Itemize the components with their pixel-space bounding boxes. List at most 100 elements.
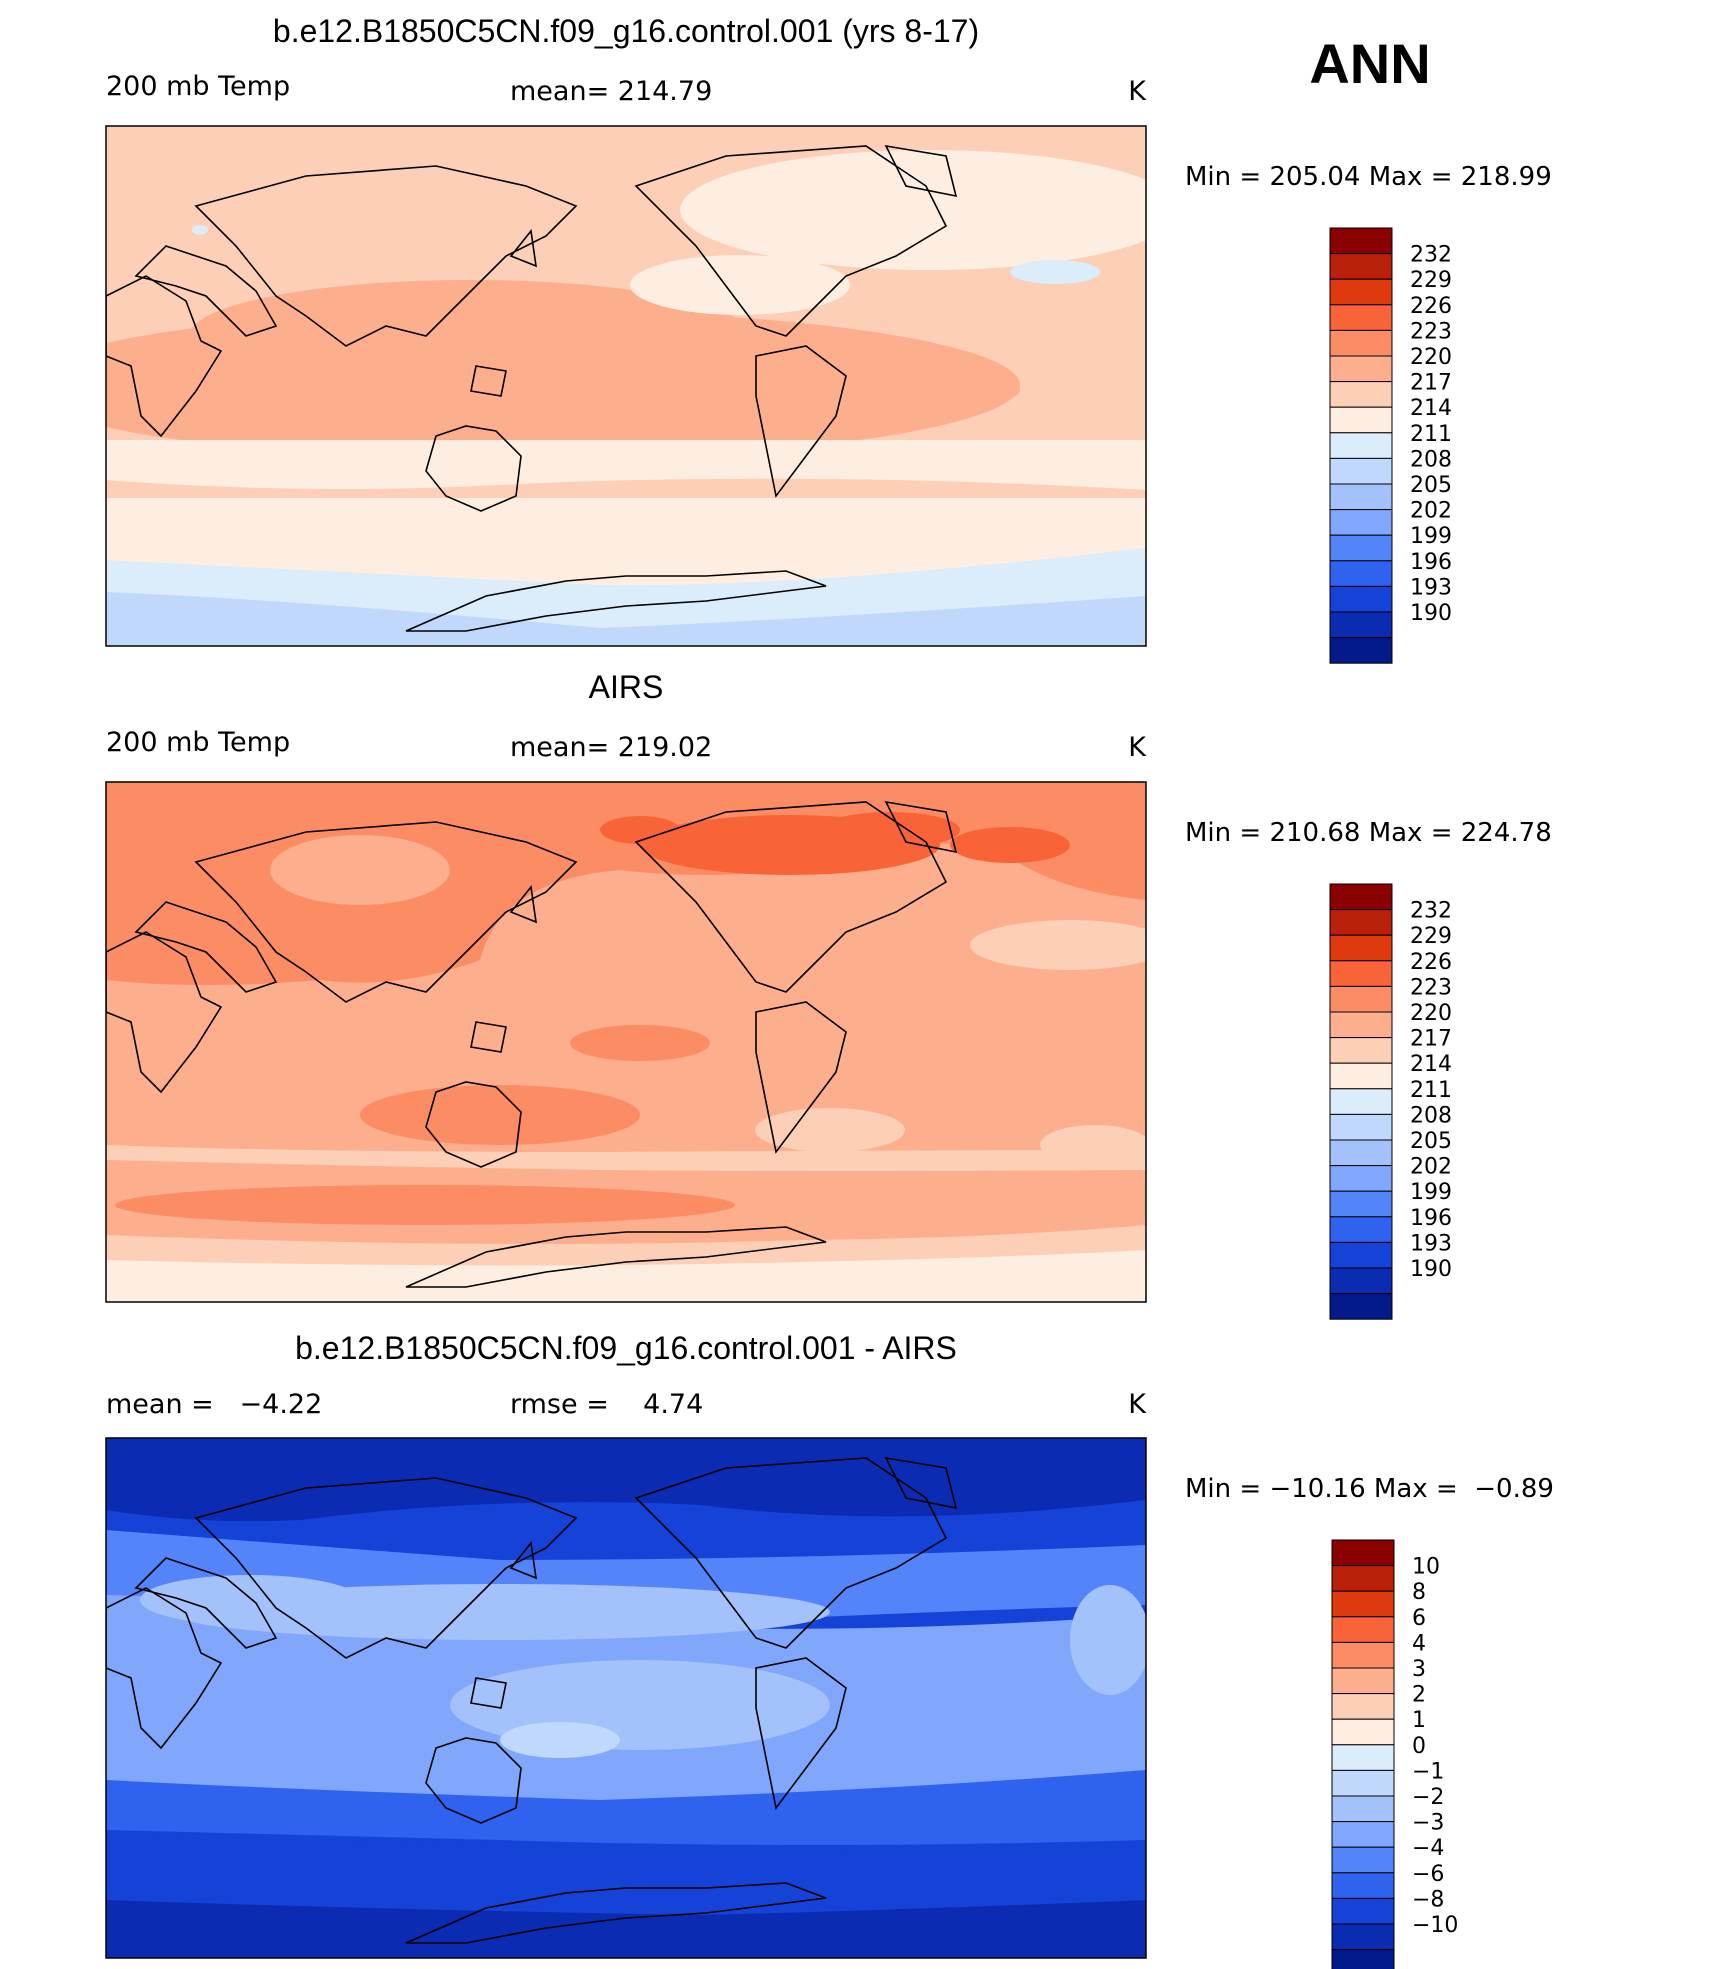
unit-label: K [1128, 76, 1147, 107]
coastline [634, 801, 948, 993]
coastline [884, 144, 958, 198]
coastline [194, 821, 578, 1003]
colorbar-tick-label: 190 [1410, 601, 1452, 626]
coastline [194, 1477, 578, 1659]
colorbar-swatch [1329, 227, 1393, 255]
colorbar-swatch [1329, 637, 1393, 664]
coastline [106, 1587, 223, 1750]
colorbar-tick-label: 226 [1410, 950, 1452, 975]
colorbar-tick-label: 0 [1412, 1734, 1426, 1759]
panel-title: b.e12.B1850C5CN.f09_g16.control.001 (yrs… [273, 13, 979, 49]
colorbar-swatch [1329, 1113, 1393, 1141]
coastline [755, 1657, 847, 1810]
colorbar-swatch [1331, 1795, 1395, 1823]
coastline [755, 1001, 847, 1154]
colorbar-swatch [1329, 909, 1393, 936]
colorbar-tick-label: 199 [1410, 1180, 1452, 1205]
colorbar-swatch [1329, 611, 1393, 639]
colorbar-swatch [1331, 1846, 1395, 1874]
colorbar-swatch [1329, 304, 1393, 331]
colorbar-swatch [1331, 1821, 1395, 1848]
colorbar-swatch [1331, 1923, 1395, 1951]
colorbar-tick-label: 199 [1410, 524, 1452, 549]
colorbar-swatch [1331, 1693, 1395, 1720]
colorbar-tick-label: 229 [1410, 924, 1452, 949]
colorbar-tick-label: −3 [1412, 1811, 1444, 1836]
colorbar-tick-label: 205 [1410, 1129, 1452, 1154]
colorbar-tick-label: −4 [1412, 1836, 1444, 1861]
colorbar-swatch [1331, 1641, 1395, 1669]
colorbar-swatch [1329, 1190, 1393, 1218]
colorbar-tick-label: 202 [1410, 1155, 1452, 1180]
colorbar-tick-label: −10 [1412, 1913, 1458, 1938]
colorbar-tick-label: 226 [1410, 294, 1452, 319]
coastline-overlay [106, 144, 958, 632]
colorbar-swatch [1331, 1949, 1395, 1969]
colorbar-swatch [1331, 1744, 1395, 1771]
coastline [425, 1737, 522, 1824]
mean-label: mean = −4.22 [106, 1389, 322, 1420]
colorbar-tick-label: 10 [1412, 1555, 1440, 1580]
colorbar-swatch [1329, 1241, 1393, 1269]
panel-title: b.e12.B1850C5CN.f09_g16.control.001 - AI… [295, 1330, 957, 1366]
colorbar-tick-label: 202 [1410, 499, 1452, 524]
coastline [755, 345, 847, 498]
map-frame [105, 1437, 1147, 1959]
coastline [884, 800, 958, 854]
unit-label: K [1128, 732, 1147, 763]
colorbar-tick-label: 205 [1410, 473, 1452, 498]
panel-obs: AIRS 200 mb Temp mean= 219.02 K Min = 21… [105, 669, 1552, 1320]
colorbar-swatch [1329, 1267, 1393, 1295]
rmse-label: rmse = 4.74 [510, 1389, 703, 1420]
colorbar-tick-label: 2 [1412, 1683, 1426, 1708]
colorbar-swatch [1331, 1667, 1395, 1695]
coastline-overlay [106, 800, 958, 1288]
colorbar-swatch [1329, 483, 1393, 511]
colorbar-tick-label: 211 [1410, 422, 1452, 447]
variable-label: 200 mb Temp [106, 727, 290, 758]
mean-label: mean= 214.79 [510, 76, 712, 107]
map-frame [105, 125, 1147, 647]
colorbar-swatch [1329, 432, 1393, 459]
unit-label: K [1128, 1389, 1147, 1420]
colorbar-swatch [1329, 1216, 1393, 1243]
colorbar-tick-label: 220 [1410, 1001, 1452, 1026]
colorbar-tick-label: −8 [1412, 1887, 1444, 1912]
colorbar-tick-label: 214 [1410, 1052, 1452, 1077]
colorbar-swatch [1329, 585, 1393, 613]
colorbar-swatch [1329, 457, 1393, 485]
colorbar-tick-label: 211 [1410, 1078, 1452, 1103]
coastline [405, 570, 827, 632]
colorbar-tick-label: 190 [1410, 1257, 1452, 1282]
colorbar-tick-label: 208 [1410, 447, 1452, 472]
colorbar-tick-label: 223 [1410, 319, 1452, 344]
map-frame [105, 781, 1147, 1303]
colorbar-swatch [1329, 534, 1393, 562]
panel-title: AIRS [589, 669, 664, 705]
coastline [634, 1457, 948, 1649]
colorbar-tick-label: 220 [1410, 345, 1452, 370]
colorbar-tick-label: 223 [1410, 975, 1452, 1000]
colorbar-swatch [1331, 1565, 1395, 1592]
colorbar-swatch [1329, 406, 1393, 434]
colorbar-swatch [1329, 253, 1393, 280]
colorbar: 2322292262232202172142112082052021991961… [1329, 883, 1452, 1320]
coastline [194, 165, 578, 347]
coastlines [106, 144, 958, 1944]
variable-label: 200 mb Temp [106, 71, 290, 102]
colorbar-tick-label: 6 [1412, 1606, 1426, 1631]
map-field [106, 126, 1146, 646]
colorbar-tick-label: −6 [1412, 1862, 1444, 1887]
colorbar-swatch [1329, 1139, 1393, 1167]
coastline [106, 931, 223, 1094]
colorbar-swatch [1329, 329, 1393, 357]
colorbar-tick-label: 196 [1410, 1206, 1452, 1231]
colorbar-swatch [1331, 1872, 1395, 1899]
season-label: ANN [1309, 32, 1430, 95]
colorbar-tick-label: 193 [1410, 1231, 1452, 1256]
colorbar-tick-label: 3 [1412, 1657, 1426, 1682]
colorbar-swatch [1331, 1590, 1395, 1618]
coastline [884, 1456, 958, 1510]
